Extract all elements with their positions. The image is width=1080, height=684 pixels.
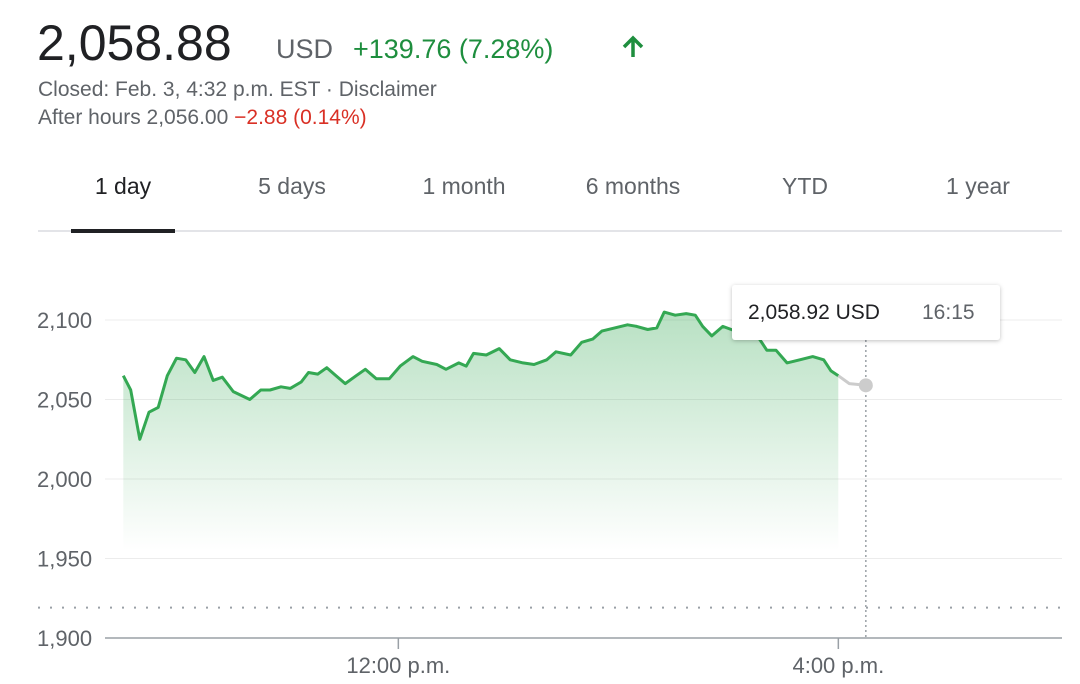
area-fill (123, 312, 839, 551)
tab-bar: 1 day 5 days 1 month 6 months YTD 1 year (71, 173, 1010, 233)
after-hours-line: After hours 2,056.00 −2.88 (0.14%) (38, 106, 367, 129)
tab[interactable]: 1 day (95, 173, 152, 199)
up-arrow (622, 35, 644, 57)
x-tick-label: 4:00 p.m. (792, 653, 884, 678)
change: +139.76 (7.28%) (353, 34, 553, 64)
tab[interactable]: 6 months (586, 173, 681, 199)
tooltip-box (732, 285, 1000, 340)
price-line (121, 310, 840, 441)
disclaimer-link[interactable]: Disclaimer (339, 78, 437, 101)
price: 2,058.88 (37, 15, 232, 71)
y-tick-label: 2,100 (37, 308, 92, 333)
plot: 1,900 1,950 2,000 2,050 2,100 12:00 p.m. 4:00 … (37, 285, 1062, 678)
y-tick-label: 2,000 (37, 467, 92, 492)
closed-time: Closed: Feb. 3, 4:32 p.m. EST · (38, 78, 333, 101)
after-hours-change: −2.88 (0.14%) (234, 106, 367, 129)
tab[interactable]: 1 month (422, 173, 505, 199)
y-tick-label: 2,050 (37, 388, 92, 413)
after-hours: After hours 2,056.00 (38, 106, 228, 129)
active-tab-indicator (71, 229, 175, 233)
currency: USD (276, 34, 333, 64)
tab[interactable]: YTD (782, 173, 828, 199)
y-tick-label: 1,900 (37, 626, 92, 651)
tab[interactable]: 1 year (946, 173, 1010, 199)
x-tick-label: 12:00 p.m. (346, 653, 450, 678)
tooltip-time: 16:15 (922, 301, 975, 324)
hover-dot (858, 378, 873, 393)
y-tick-label: 1,950 (37, 547, 92, 572)
tab[interactable]: 5 days (258, 173, 326, 199)
tooltip-value: 2,058.92 USD (748, 301, 880, 324)
closed-line: Closed: Feb. 3, 4:32 p.m. EST · Disclaim… (38, 78, 437, 101)
